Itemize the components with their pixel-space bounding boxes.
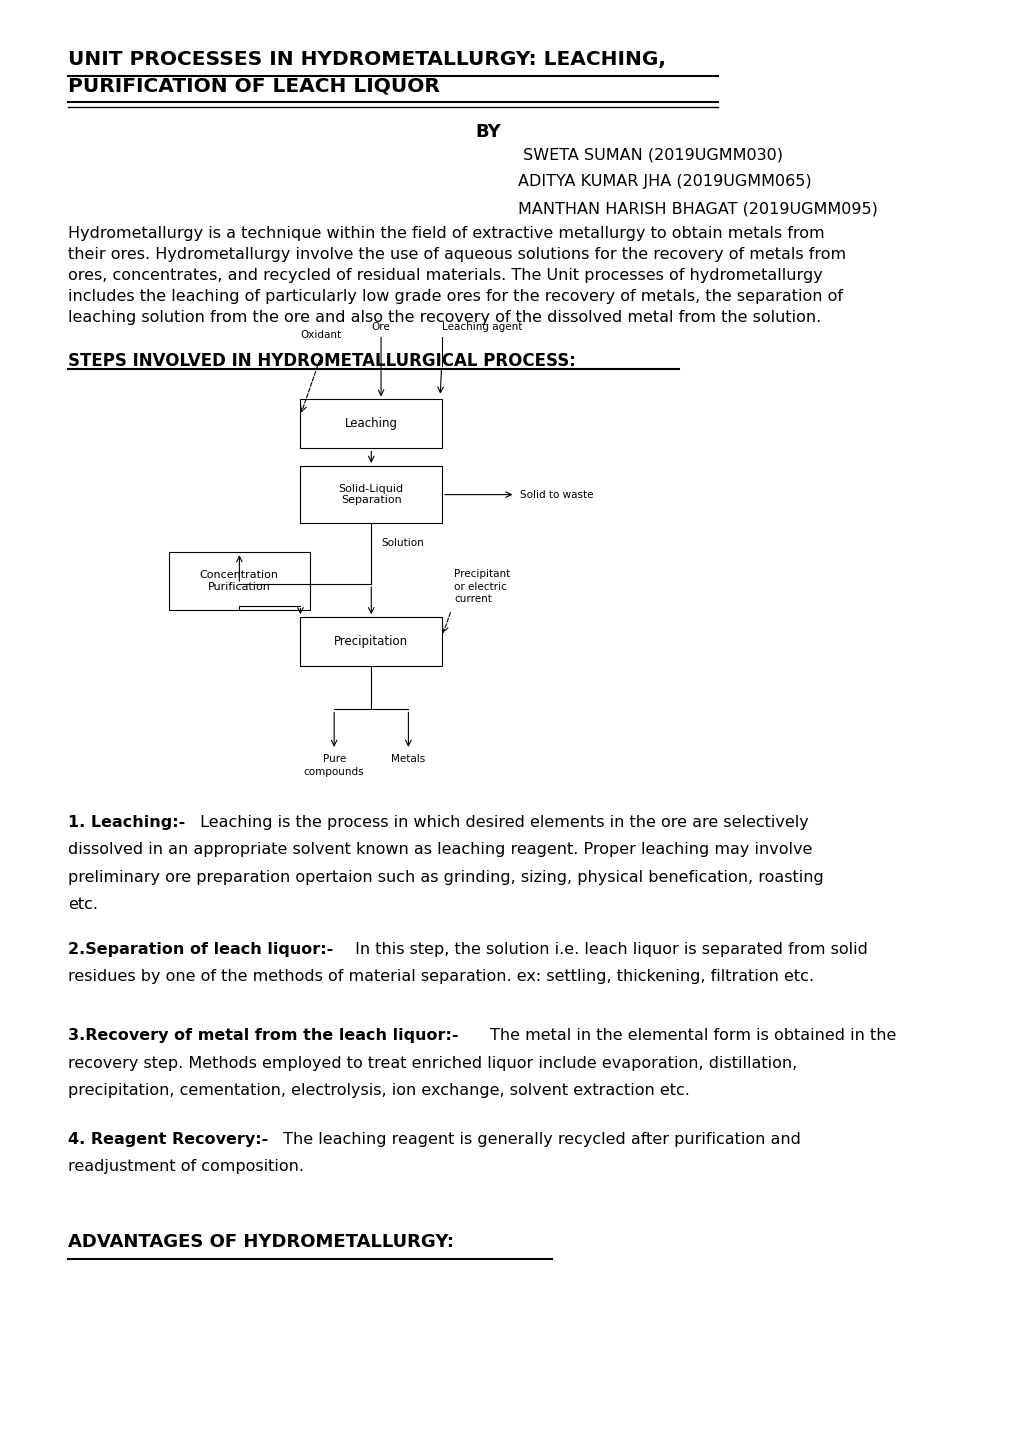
Text: The metal in the elemental form is obtained in the: The metal in the elemental form is obtai… <box>490 1028 896 1043</box>
Text: Oxidant: Oxidant <box>300 330 340 340</box>
Text: In this step, the solution i.e. leach liquor is separated from solid: In this step, the solution i.e. leach li… <box>350 942 867 956</box>
Text: PURIFICATION OF LEACH LIQUOR: PURIFICATION OF LEACH LIQUOR <box>68 76 440 95</box>
Text: Solution: Solution <box>381 538 423 548</box>
Text: STEPS INVOLVED IN HYDROMETALLURGICAL PROCESS:: STEPS INVOLVED IN HYDROMETALLURGICAL PRO… <box>68 352 576 369</box>
FancyBboxPatch shape <box>301 617 441 666</box>
Text: UNIT PROCESSES IN HYDROMETALLURGY: LEACHING,: UNIT PROCESSES IN HYDROMETALLURGY: LEACH… <box>68 50 665 69</box>
Text: SWETA SUMAN (2019UGMM030): SWETA SUMAN (2019UGMM030) <box>518 147 782 162</box>
Text: Solid to waste: Solid to waste <box>520 490 593 499</box>
Text: readjustment of composition.: readjustment of composition. <box>68 1159 304 1174</box>
Text: 3.Recovery of metal from the leach liquor:-: 3.Recovery of metal from the leach liquo… <box>68 1028 459 1043</box>
FancyBboxPatch shape <box>301 399 441 448</box>
Text: Leaching: Leaching <box>344 417 397 431</box>
Text: ADITYA KUMAR JHA (2019UGMM065): ADITYA KUMAR JHA (2019UGMM065) <box>518 174 811 189</box>
Text: BY: BY <box>475 123 501 140</box>
Text: Ore: Ore <box>371 322 390 332</box>
Text: preliminary ore preparation opertaion such as grinding, sizing, physical benefic: preliminary ore preparation opertaion su… <box>68 870 823 884</box>
Text: ADVANTAGES OF HYDROMETALLURGY:: ADVANTAGES OF HYDROMETALLURGY: <box>68 1233 453 1250</box>
Text: Precipitation: Precipitation <box>334 634 408 649</box>
Text: Solid-Liquid
Separation: Solid-Liquid Separation <box>338 485 404 505</box>
Text: Leaching agent: Leaching agent <box>441 322 522 332</box>
Text: Hydrometallurgy is a technique within the field of extractive metallurgy to obta: Hydrometallurgy is a technique within th… <box>68 226 846 326</box>
Text: Metals: Metals <box>391 754 425 764</box>
Text: Concentration
Purification: Concentration Purification <box>200 571 278 591</box>
Text: Precipitant
or electric
current: Precipitant or electric current <box>453 570 511 604</box>
Text: precipitation, cementation, electrolysis, ion exchange, solvent extraction etc.: precipitation, cementation, electrolysis… <box>68 1083 690 1097</box>
Text: MANTHAN HARISH BHAGAT (2019UGMM095): MANTHAN HARISH BHAGAT (2019UGMM095) <box>518 202 876 216</box>
Text: 1. Leaching:-: 1. Leaching:- <box>68 815 185 829</box>
Text: recovery step. Methods employed to treat enriched liquor include evaporation, di: recovery step. Methods employed to treat… <box>68 1056 797 1070</box>
Text: Pure
compounds: Pure compounds <box>304 754 364 777</box>
Text: residues by one of the methods of material separation. ex: settling, thickening,: residues by one of the methods of materi… <box>68 969 813 983</box>
Text: 4. Reagent Recovery:-: 4. Reagent Recovery:- <box>68 1132 268 1146</box>
Text: etc.: etc. <box>68 897 98 911</box>
FancyBboxPatch shape <box>168 552 310 610</box>
Text: Leaching is the process in which desired elements in the ore are selectively: Leaching is the process in which desired… <box>196 815 808 829</box>
FancyBboxPatch shape <box>301 466 441 523</box>
Text: 2.Separation of leach liquor:-: 2.Separation of leach liquor:- <box>68 942 333 956</box>
Text: dissolved in an appropriate solvent known as leaching reagent. Proper leaching m: dissolved in an appropriate solvent know… <box>68 842 812 857</box>
Text: The leaching reagent is generally recycled after purification and: The leaching reagent is generally recycl… <box>278 1132 801 1146</box>
